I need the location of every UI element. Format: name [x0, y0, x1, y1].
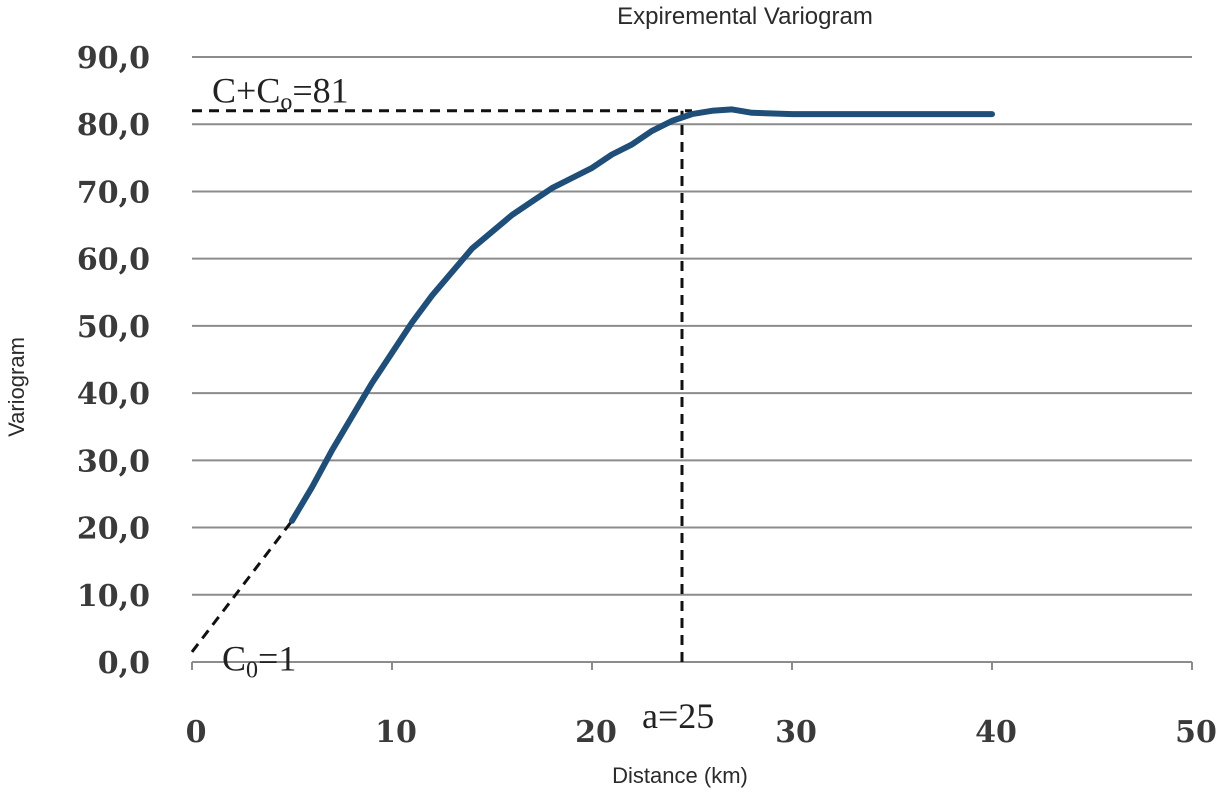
x-tick-label: 30: [775, 715, 817, 750]
y-tick-label: 20,0: [77, 512, 150, 547]
annotation-sill: C+Co=81: [212, 71, 349, 116]
y-tick-label: 0,0: [98, 646, 150, 681]
x-tick-label: 20: [575, 715, 617, 750]
guide-lines: [190, 109, 692, 662]
y-tick-label: 50,0: [77, 310, 150, 345]
chart-title: Expiremental Variogram: [617, 3, 873, 30]
y-tick-labels: 0,0 10,0 20,0 30,0 40,0 50,0 60,0 70,0 80,0 90,0: [77, 41, 150, 681]
series-layer: [289, 106, 995, 524]
y-tick-label: 80,0: [77, 108, 150, 143]
x-tick-labels: 0 10 20 30 40 50: [186, 715, 1217, 750]
y-tick-label: 70,0: [77, 175, 150, 210]
annotations: C+Co=81 C0=1 a=25: [212, 71, 714, 736]
y-tick-label: 30,0: [77, 444, 150, 479]
x-axis-label: Distance (km): [612, 763, 748, 788]
grid-lines: [191, 56, 1193, 670]
x-tick-label: 40: [975, 715, 1017, 750]
annotation-nugget: C0=1: [222, 639, 296, 684]
nugget-guide-line: [190, 519, 294, 653]
y-tick-label: 60,0: [77, 243, 150, 278]
x-tick-label: 0: [186, 715, 207, 750]
annotation-range: a=25: [642, 696, 714, 736]
x-tick-label: 10: [375, 715, 417, 750]
y-tick-label: 10,0: [77, 579, 150, 614]
y-tick-label: 90,0: [77, 41, 150, 76]
variogram-series-line: [289, 106, 995, 524]
y-tick-label: 40,0: [77, 377, 150, 412]
y-axis-label: Variogram: [4, 337, 29, 437]
x-tick-label: 50: [1175, 715, 1217, 750]
